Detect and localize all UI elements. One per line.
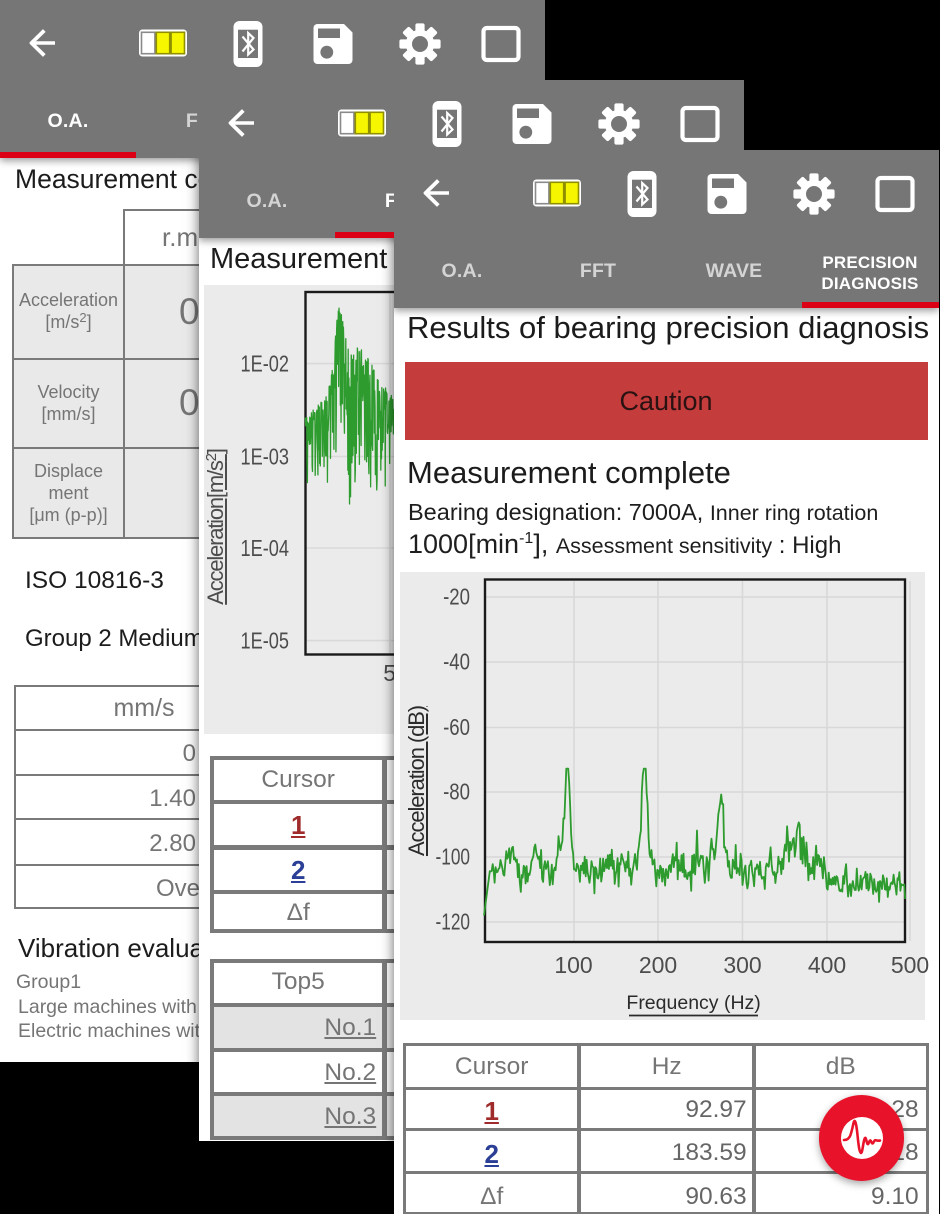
svg-text:300: 300 (723, 952, 761, 978)
svg-text:400: 400 (807, 952, 845, 978)
svg-text:1E-04: 1E-04 (241, 536, 289, 562)
svg-text:-60: -60 (443, 715, 470, 740)
svg-text:-20: -20 (443, 585, 470, 610)
svg-text:100: 100 (554, 952, 592, 978)
svg-text:-40: -40 (443, 650, 470, 675)
svg-text:1E-05: 1E-05 (241, 629, 289, 655)
svg-text:-120: -120 (435, 910, 469, 935)
svg-text:1E-02: 1E-02 (241, 352, 289, 378)
svg-text:-80: -80 (443, 780, 470, 805)
svg-text:-100: -100 (435, 845, 469, 870)
svg-text:Frequency (Hz): Frequency (Hz) (626, 992, 760, 1014)
svg-text:500: 500 (890, 952, 928, 978)
svg-text:200: 200 (638, 952, 676, 978)
svg-text:1E-03: 1E-03 (241, 445, 289, 471)
